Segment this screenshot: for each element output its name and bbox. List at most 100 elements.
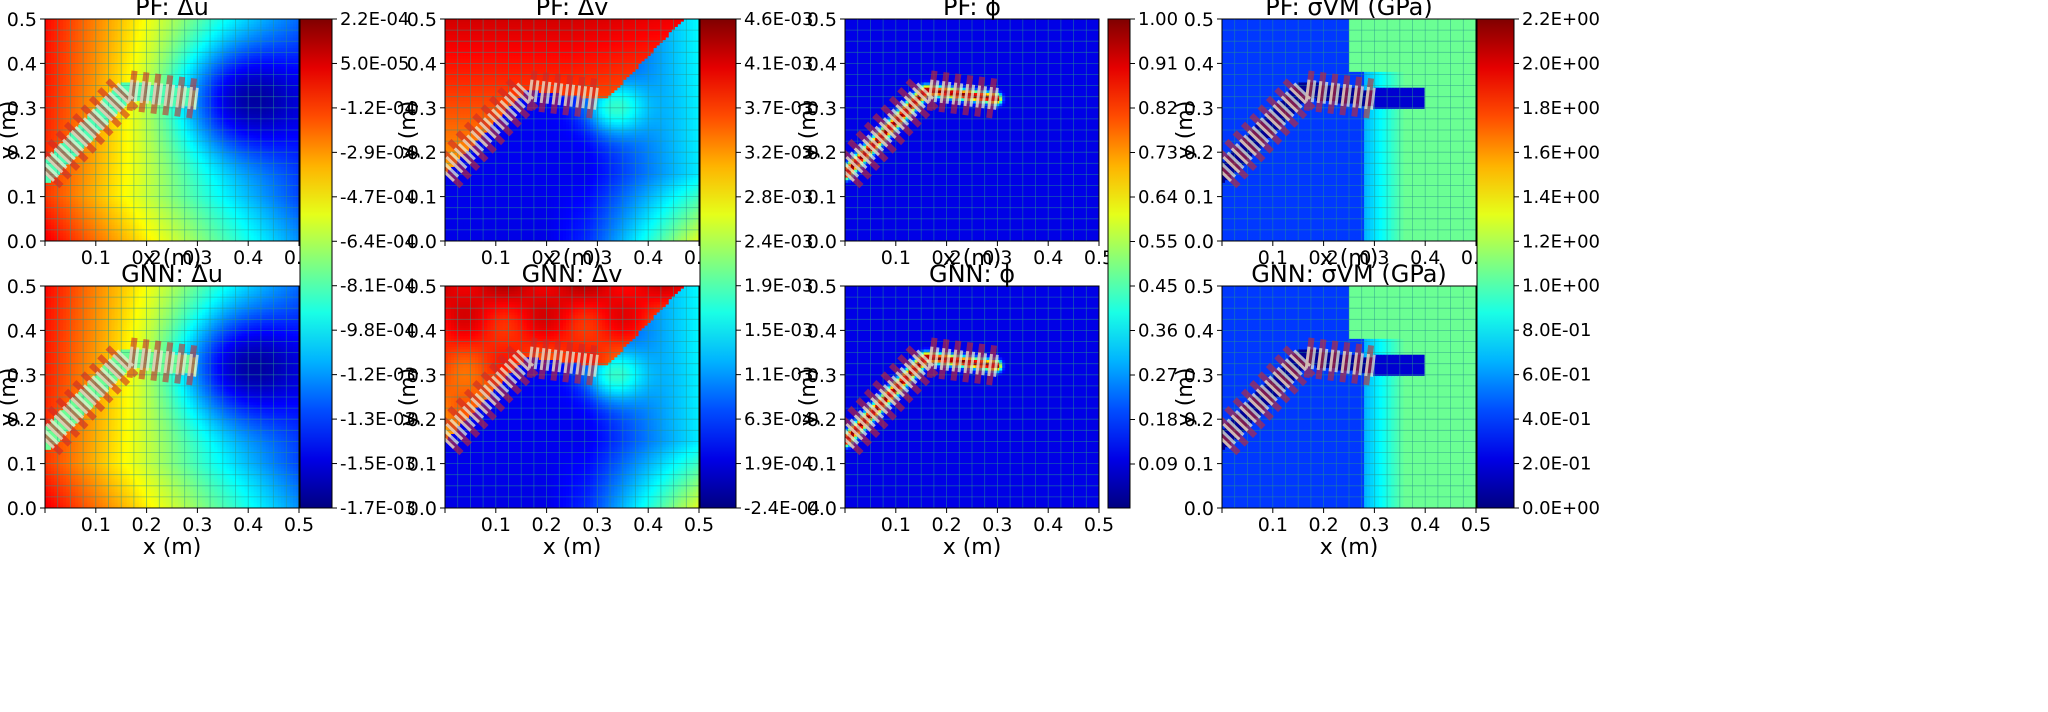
pf-svm-ytick-label: 0.5: [1184, 9, 1214, 31]
pf-du-ytick-label: 0.2: [7, 142, 37, 164]
gnn-phi-xtick-label: 0.1: [881, 514, 911, 536]
gnn-dv-ytick-label: 0.4: [407, 320, 437, 342]
gnn-phi-ytick-label: 0.1: [807, 454, 837, 476]
pf-du-ytick-label: 0.0: [7, 231, 37, 253]
pf-phi-ytick-label: 0.4: [807, 53, 837, 75]
pf-dv-ytick-label: 0.4: [407, 53, 437, 75]
gnn-phi-frame: [844, 285, 1100, 509]
gnn-du-ytick-label: 0.2: [7, 409, 37, 431]
cb-svm: 2.2E+00 2.0E+00 1.8E+00 1.6E+00 1.4E+00 1.2E+…: [1476, 9, 1600, 519]
pf-phi-xtick-label: 0.4: [1033, 247, 1063, 269]
pf-du-frame: [44, 18, 300, 242]
pf-dv-ytick-label: 0.5: [407, 9, 437, 31]
gnn-phi-xtick-label: 0.3: [982, 514, 1012, 536]
gnn-phi-title: GNN: ϕ: [929, 260, 1015, 288]
pf-dv-title: PF: Δv: [536, 0, 609, 21]
gnn-dv-title: GNN: Δv: [522, 260, 623, 288]
cb-svm-tick-label: 1.6E+00: [1522, 142, 1600, 163]
pf-du-xtick-label: 0.1: [81, 247, 111, 269]
pf-svm-xtick-label: 0.3: [1359, 247, 1389, 269]
cb-svm-tick-label: 0.0E+00: [1522, 498, 1600, 519]
pf-du-xtick-label: 0.2: [131, 247, 161, 269]
gnn-phi-mesh: [845, 286, 1099, 508]
pf-dv-mesh: [445, 19, 699, 241]
gnn-dv-frame: [444, 285, 700, 509]
gnn-svm-ytick-label: 0.3: [1184, 365, 1214, 387]
gnn-svm-ytick-label: 0.1: [1184, 454, 1214, 476]
gnn-phi-ytick-label: 0.2: [807, 409, 837, 431]
cb-dv: 4.6E-03 4.1E-03 3.7E-03 3.2E-03 2.8E-03 2.4E-…: [699, 9, 820, 519]
cb-du-tick-label: -8.1E-04: [340, 276, 416, 297]
gnn-du-xlabel: x (m): [143, 535, 202, 560]
cb-du-tick-label: 2.2E-04: [340, 9, 409, 30]
panel-pf-svm: 0.1 0.2 0.3 0.4 0.50.00.10.20.30.40.5 PF: σVM…: [1173, 0, 1491, 271]
gnn-dv-ytick-label: 0.3: [407, 365, 437, 387]
cb-du-tick-label: -4.7E-04: [340, 187, 416, 208]
cb-dv-tick-label: 3.7E-03: [744, 98, 813, 119]
cb-du: 2.2E-04 5.0E-05 -1.2E-04 -2.9E-04 -4.7E-04 -6…: [299, 9, 416, 519]
pf-phi-mesh: [845, 19, 1099, 241]
pf-svm-frame: [1221, 18, 1477, 242]
cb-du-tick-label: -1.2E-03: [340, 365, 416, 386]
gnn-dv-xtick-label: 0.4: [633, 514, 663, 536]
gnn-dv-xtick-label: 0.3: [582, 514, 612, 536]
cb-phi-gradient: [1107, 18, 1131, 509]
pf-svm-ytick-label: 0.4: [1184, 53, 1214, 75]
gnn-svm-xtick-label: 0.2: [1308, 514, 1338, 536]
pf-dv-xtick-label: 0.4: [633, 247, 663, 269]
pf-svm-xtick-label: 0.2: [1308, 247, 1338, 269]
gnn-phi-xlabel: x (m): [943, 535, 1002, 560]
cb-phi-tick-label: 0.09: [1138, 454, 1178, 475]
gnn-phi-ylabel: y (m): [796, 368, 821, 427]
cb-dv-tick-label: 6.3E-04: [744, 409, 813, 430]
gnn-svm-ytick-label: 0.0: [1184, 498, 1214, 520]
cb-phi-tick-label: 0.82: [1138, 98, 1178, 119]
gnn-svm-xtick-label: 0.3: [1359, 514, 1389, 536]
gnn-dv-ytick-label: 0.1: [407, 454, 437, 476]
pf-du-mesh: [45, 19, 299, 241]
cb-svm-gradient: [1476, 18, 1515, 509]
cb-du-gradient: [299, 18, 333, 509]
gnn-svm-mesh: [1222, 286, 1476, 508]
cb-dv-tick-label: 1.9E-03: [744, 276, 813, 297]
pf-phi-ytick-label: 0.5: [807, 9, 837, 31]
gnn-phi-xtick-label: 0.2: [931, 514, 961, 536]
pf-du-ytick-label: 0.5: [7, 9, 37, 31]
pf-phi-ytick-label: 0.2: [807, 142, 837, 164]
gnn-phi-ytick-label: 0.0: [807, 498, 837, 520]
gnn-svm-xtick-label: 0.5: [1461, 514, 1491, 536]
gnn-du-ytick-label: 0.4: [7, 320, 37, 342]
panel-gnn-dv: 0.1 0.2 0.3 0.4 0.5 0.0 0.1 0.2 0.3 0.4 0.5 GNN: Δv…: [396, 260, 714, 560]
cb-du-tick-label: -2.9E-04: [340, 142, 416, 163]
cb-svm-tick-label: 1.2E+00: [1522, 231, 1600, 252]
pf-svm-ytick-label: 0.3: [1184, 98, 1214, 120]
cb-dv-gradient: [699, 18, 737, 509]
gnn-svm-xlabel: x (m): [1320, 535, 1379, 560]
pf-svm-title: PF: σVM (GPa): [1265, 0, 1433, 21]
cb-du-tick-label: -1.2E-04: [340, 98, 416, 119]
cb-phi-tick-label: 0.91: [1138, 54, 1178, 75]
pf-du-ytick-label: 0.4: [7, 53, 37, 75]
panel-pf-du: 0.1 0.2 0.3 0.4 0.50.00.10.20.30.40.5 PF: Δux…: [0, 0, 314, 271]
gnn-phi-xtick-label: 0.5: [1084, 514, 1114, 536]
pf-phi-frame: [844, 18, 1100, 242]
cb-svm-tick-label: 2.0E-01: [1522, 454, 1591, 475]
gnn-dv-mesh: [445, 286, 699, 508]
gnn-du-title: GNN: Δu: [121, 260, 223, 288]
gnn-du-ylabel: y (m): [0, 368, 21, 427]
pf-du-xtick-label: 0.4: [233, 247, 263, 269]
gnn-du-ytick-label: 0.0: [7, 498, 37, 520]
pf-svm-mesh: [1222, 19, 1476, 241]
gnn-phi-ytick-label: 0.5: [807, 276, 837, 298]
cb-dv-tick-label: -2.4E-04: [744, 498, 820, 519]
cb-dv-tick-label: 4.6E-03: [744, 9, 813, 30]
cb-dv-tick-label: 1.1E-03: [744, 365, 813, 386]
panel-pf-dv: 0.1 0.2 0.3 0.4 0.50.00.10.20.30.40.5 PF: Δvx…: [396, 0, 714, 271]
pf-phi-ylabel: y (m): [796, 101, 821, 160]
pf-du-xlabel: x (m): [143, 246, 202, 271]
gnn-svm-xtick-label: 0.1: [1258, 514, 1288, 536]
gnn-du-ytick-label: 0.1: [7, 454, 37, 476]
pf-dv-xtick-label: 0.1: [481, 247, 511, 269]
cb-phi-tick-label: 0.18: [1138, 410, 1178, 431]
